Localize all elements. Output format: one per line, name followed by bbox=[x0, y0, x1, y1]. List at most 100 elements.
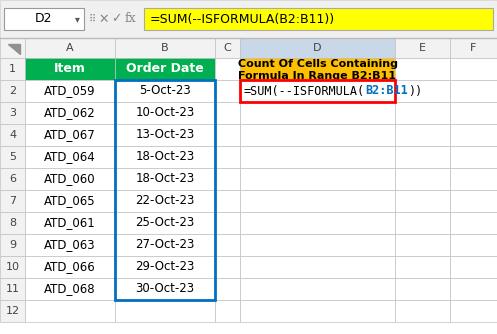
Bar bbox=[215, 168, 240, 190]
Bar bbox=[0, 234, 25, 256]
Bar bbox=[4, 8, 84, 30]
Text: ⠿: ⠿ bbox=[88, 14, 95, 24]
Bar bbox=[395, 234, 450, 256]
Bar bbox=[0, 80, 25, 102]
Bar bbox=[115, 146, 215, 168]
Text: ATD_060: ATD_060 bbox=[44, 172, 96, 185]
Bar bbox=[450, 124, 497, 146]
Bar bbox=[450, 102, 497, 124]
Bar bbox=[395, 38, 450, 58]
Bar bbox=[240, 146, 395, 168]
Bar bbox=[115, 300, 215, 322]
Text: 11: 11 bbox=[5, 284, 19, 294]
Text: 30-Oct-23: 30-Oct-23 bbox=[136, 283, 194, 296]
Bar bbox=[25, 300, 115, 322]
Bar bbox=[25, 58, 115, 80]
Text: D2: D2 bbox=[35, 12, 53, 25]
Bar bbox=[240, 124, 395, 146]
Text: Count Of Cells Containing: Count Of Cells Containing bbox=[238, 59, 398, 69]
Bar bbox=[115, 278, 215, 300]
Bar bbox=[25, 80, 115, 102]
Text: 4: 4 bbox=[9, 130, 16, 140]
Bar bbox=[240, 234, 395, 256]
Bar bbox=[240, 58, 395, 80]
Polygon shape bbox=[7, 44, 20, 54]
Text: ATD_063: ATD_063 bbox=[44, 238, 96, 252]
Bar bbox=[395, 256, 450, 278]
Bar bbox=[240, 256, 395, 278]
Bar bbox=[25, 124, 115, 146]
Bar bbox=[25, 256, 115, 278]
Bar bbox=[215, 38, 240, 58]
Bar bbox=[25, 38, 115, 58]
Bar bbox=[395, 80, 450, 102]
Bar bbox=[240, 212, 395, 234]
Text: ATD_066: ATD_066 bbox=[44, 261, 96, 274]
Bar bbox=[25, 102, 115, 124]
Bar bbox=[115, 80, 215, 102]
Text: 8: 8 bbox=[9, 218, 16, 228]
Bar bbox=[450, 168, 497, 190]
Bar bbox=[25, 278, 115, 300]
Bar bbox=[0, 38, 25, 58]
Bar bbox=[215, 58, 240, 80]
Bar bbox=[450, 300, 497, 322]
Text: B2:B11: B2:B11 bbox=[365, 85, 408, 98]
Bar bbox=[240, 38, 395, 58]
Bar bbox=[215, 124, 240, 146]
Bar bbox=[215, 102, 240, 124]
Bar bbox=[240, 80, 395, 102]
Text: 5-Oct-23: 5-Oct-23 bbox=[139, 85, 191, 98]
Bar bbox=[240, 190, 395, 212]
Text: 3: 3 bbox=[9, 108, 16, 118]
Bar bbox=[450, 212, 497, 234]
Bar bbox=[115, 124, 215, 146]
Text: 13-Oct-23: 13-Oct-23 bbox=[135, 129, 195, 142]
Bar bbox=[450, 278, 497, 300]
Text: =SUM(--ISFORMULA(: =SUM(--ISFORMULA( bbox=[244, 85, 365, 98]
Bar bbox=[0, 256, 25, 278]
Bar bbox=[215, 256, 240, 278]
Bar bbox=[395, 146, 450, 168]
Text: 10: 10 bbox=[5, 262, 19, 272]
Bar bbox=[395, 300, 450, 322]
Bar bbox=[395, 58, 450, 80]
Bar bbox=[450, 234, 497, 256]
Bar bbox=[115, 168, 215, 190]
Bar bbox=[395, 102, 450, 124]
Text: 27-Oct-23: 27-Oct-23 bbox=[135, 238, 195, 252]
Text: fx: fx bbox=[124, 12, 136, 25]
Bar bbox=[395, 278, 450, 300]
Text: 22-Oct-23: 22-Oct-23 bbox=[135, 194, 195, 207]
Bar bbox=[0, 58, 25, 80]
Bar bbox=[25, 190, 115, 212]
Bar bbox=[240, 168, 395, 190]
Bar bbox=[450, 38, 497, 58]
Bar bbox=[115, 58, 215, 80]
Bar bbox=[240, 278, 395, 300]
Bar bbox=[450, 146, 497, 168]
Text: 9: 9 bbox=[9, 240, 16, 250]
Bar bbox=[144, 8, 493, 30]
Bar bbox=[115, 256, 215, 278]
Text: Item: Item bbox=[54, 62, 86, 75]
Bar bbox=[240, 300, 395, 322]
Bar bbox=[215, 278, 240, 300]
Bar bbox=[215, 212, 240, 234]
Text: ATD_064: ATD_064 bbox=[44, 151, 96, 164]
Text: ATD_061: ATD_061 bbox=[44, 216, 96, 229]
Bar bbox=[115, 102, 215, 124]
Bar bbox=[0, 102, 25, 124]
Text: 5: 5 bbox=[9, 152, 16, 162]
Text: ATD_068: ATD_068 bbox=[44, 283, 96, 296]
Text: )): )) bbox=[408, 85, 422, 98]
Text: 25-Oct-23: 25-Oct-23 bbox=[135, 216, 195, 229]
Bar bbox=[215, 146, 240, 168]
Text: 18-Oct-23: 18-Oct-23 bbox=[135, 151, 195, 164]
Text: A: A bbox=[66, 43, 74, 53]
Bar bbox=[450, 256, 497, 278]
Bar bbox=[215, 190, 240, 212]
Bar bbox=[0, 124, 25, 146]
Bar bbox=[450, 190, 497, 212]
Bar bbox=[215, 300, 240, 322]
